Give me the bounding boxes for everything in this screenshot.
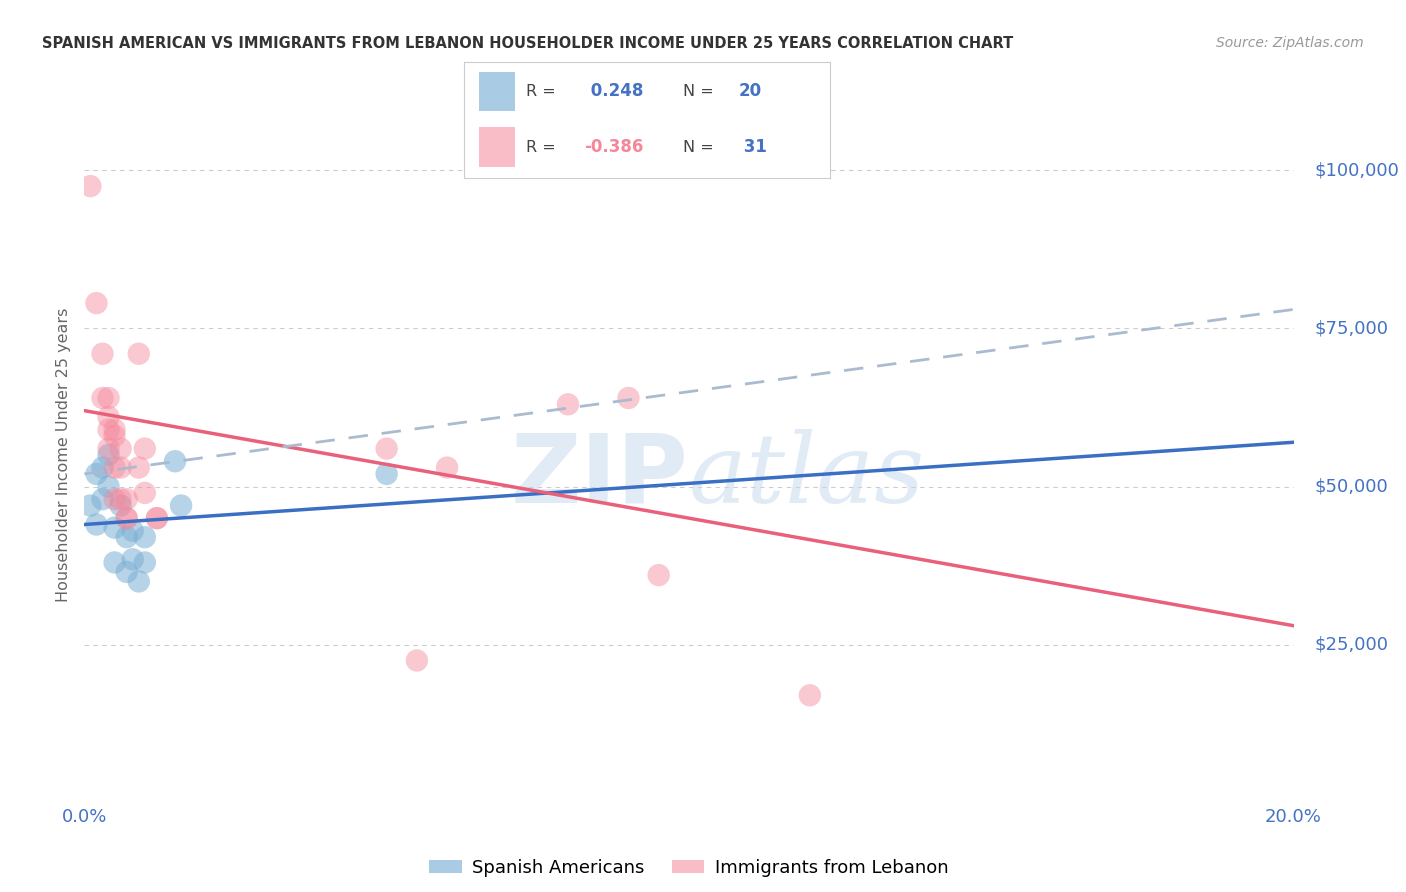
- Point: [86, 296, 108, 310]
- Point: [104, 556, 127, 570]
- Text: SPANISH AMERICAN VS IMMIGRANTS FROM LEBANON HOUSEHOLDER INCOME UNDER 25 YEARS CO: SPANISH AMERICAN VS IMMIGRANTS FROM LEBA…: [42, 36, 1014, 51]
- Text: N =: N =: [683, 84, 720, 99]
- Point: [128, 347, 150, 361]
- Text: N =: N =: [683, 139, 720, 154]
- Point: [134, 556, 156, 570]
- Point: [146, 511, 169, 525]
- Point: [104, 460, 127, 475]
- Text: $50,000: $50,000: [1315, 477, 1388, 496]
- Point: [128, 574, 150, 589]
- Point: [647, 568, 671, 582]
- Point: [436, 460, 458, 475]
- Point: [799, 688, 821, 702]
- Legend: Spanish Americans, Immigrants from Lebanon: Spanish Americans, Immigrants from Leban…: [422, 852, 956, 884]
- Text: R =: R =: [526, 84, 561, 99]
- Point: [134, 530, 156, 544]
- Point: [115, 530, 138, 544]
- Point: [104, 521, 127, 535]
- Bar: [478, 128, 515, 167]
- Point: [115, 511, 138, 525]
- Point: [134, 442, 156, 456]
- Point: [91, 492, 114, 507]
- Point: [375, 442, 398, 456]
- Point: [97, 391, 120, 405]
- Point: [104, 429, 127, 443]
- Point: [406, 653, 429, 667]
- Text: ZIP: ZIP: [510, 429, 689, 523]
- Text: $100,000: $100,000: [1315, 161, 1399, 179]
- Point: [97, 479, 120, 493]
- Y-axis label: Householder Income Under 25 years: Householder Income Under 25 years: [56, 308, 72, 602]
- Point: [115, 492, 138, 507]
- Point: [146, 511, 169, 525]
- Text: -0.386: -0.386: [585, 138, 644, 156]
- Point: [97, 423, 120, 437]
- Point: [97, 448, 120, 462]
- Point: [91, 347, 114, 361]
- Point: [97, 409, 120, 424]
- Point: [121, 552, 143, 566]
- Point: [170, 499, 193, 513]
- Point: [115, 565, 138, 579]
- Point: [134, 486, 156, 500]
- Text: 0.248: 0.248: [585, 82, 643, 101]
- Point: [557, 397, 579, 411]
- Text: 20: 20: [738, 82, 761, 101]
- Point: [163, 454, 186, 468]
- Text: R =: R =: [526, 139, 561, 154]
- Point: [86, 517, 108, 532]
- Point: [128, 460, 150, 475]
- Bar: [478, 71, 515, 112]
- Text: 31: 31: [738, 138, 768, 156]
- Point: [110, 442, 132, 456]
- Point: [104, 492, 127, 507]
- Text: Source: ZipAtlas.com: Source: ZipAtlas.com: [1216, 36, 1364, 50]
- Point: [115, 511, 138, 525]
- Point: [104, 423, 127, 437]
- Point: [375, 467, 398, 481]
- Point: [86, 467, 108, 481]
- Point: [91, 460, 114, 475]
- Point: [617, 391, 640, 405]
- Point: [110, 499, 132, 513]
- Point: [91, 391, 114, 405]
- Text: $25,000: $25,000: [1315, 636, 1389, 654]
- Text: atlas: atlas: [689, 429, 925, 523]
- Point: [79, 499, 101, 513]
- Point: [97, 442, 120, 456]
- Point: [79, 179, 101, 194]
- Point: [121, 524, 143, 538]
- Text: $75,000: $75,000: [1315, 319, 1389, 337]
- Point: [110, 460, 132, 475]
- Point: [110, 492, 132, 507]
